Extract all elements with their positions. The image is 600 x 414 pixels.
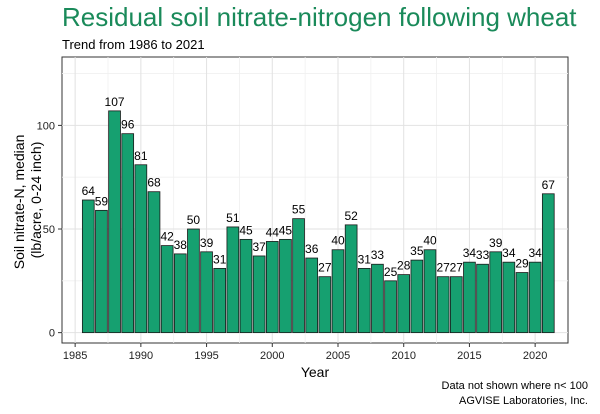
chart-title: Residual soil nitrate-nitrogen following… [62, 2, 577, 32]
data-label-2017: 39 [489, 236, 503, 250]
data-label-2011: 35 [410, 244, 424, 258]
bar-2015 [463, 261, 476, 334]
bar-1988 [108, 110, 121, 334]
y-tick-label: 100 [37, 120, 55, 132]
data-label-1990: 81 [134, 149, 148, 163]
footnote: Data not shown where n< 100 [441, 380, 588, 392]
bar-2014 [449, 276, 463, 334]
bar-2020 [528, 261, 542, 334]
data-label-2013: 27 [436, 261, 450, 275]
data-label-2008: 33 [371, 248, 385, 262]
bar-1986 [81, 199, 95, 334]
bar-2013 [436, 276, 450, 334]
bar-1996 [213, 267, 227, 334]
data-label-2009: 25 [384, 265, 398, 279]
data-label-1997: 51 [226, 211, 240, 225]
x-tick-label: 2015 [457, 350, 481, 362]
bar-2003 [305, 257, 319, 334]
bar-2016 [476, 263, 489, 334]
data-label-2019: 29 [515, 257, 529, 271]
data-label-2006: 52 [344, 209, 358, 223]
data-label-2021: 67 [542, 178, 556, 192]
bar-1997 [226, 226, 240, 334]
data-label-2020: 34 [528, 246, 542, 260]
data-label-2016: 33 [476, 248, 490, 262]
data-label-2007: 31 [358, 252, 372, 266]
bar-2005 [331, 249, 345, 334]
y-tick-label: 0 [49, 328, 55, 340]
data-label-1987: 59 [95, 194, 109, 208]
data-label-2018: 34 [502, 246, 516, 260]
x-axis-label: Year [301, 364, 330, 380]
chart-subtitle: Trend from 1986 to 2021 [62, 37, 205, 52]
data-label-2014: 27 [450, 261, 464, 275]
data-label-1986: 64 [82, 184, 96, 198]
bar-2019 [515, 272, 529, 334]
y-axis-label: Soil nitrate-N, median (lb/acre, 0-24 in… [11, 131, 44, 270]
data-label-1998: 45 [239, 223, 253, 237]
data-label-1996: 31 [213, 252, 227, 266]
bar-2021 [541, 193, 555, 334]
bar-1993 [173, 253, 187, 334]
data-label-2012: 40 [423, 234, 437, 248]
bar-2006 [344, 224, 358, 334]
data-label-1995: 39 [200, 236, 214, 250]
data-label-2001: 45 [279, 223, 293, 237]
bar-2009 [384, 280, 397, 334]
bar-2017 [489, 251, 503, 334]
bar-1999 [252, 255, 266, 334]
bar-2007 [357, 267, 371, 334]
bar-1992 [160, 245, 174, 334]
bar-2001 [279, 238, 292, 334]
data-label-1993: 38 [174, 238, 188, 252]
data-label-1988: 107 [105, 95, 125, 109]
y-axis-ticks: 0 50 100 [37, 120, 62, 340]
data-label-1991: 68 [147, 176, 161, 190]
bar-1987 [95, 209, 108, 334]
x-axis-ticks: 1985 1990 1995 2000 2005 2010 2015 2020 [63, 343, 547, 362]
data-label-1994: 50 [187, 213, 201, 227]
bar-1994 [187, 228, 200, 334]
data-label-2002: 55 [292, 203, 306, 217]
bar-2002 [292, 218, 305, 334]
x-tick-label: 1985 [63, 350, 87, 362]
bar-2000 [265, 241, 279, 334]
x-tick-label: 1990 [129, 350, 153, 362]
y-tick-label: 50 [43, 224, 55, 236]
bar-2010 [397, 274, 411, 334]
bar-1991 [147, 191, 161, 334]
data-label-2010: 28 [397, 259, 411, 273]
data-label-2000: 44 [266, 225, 280, 239]
bar-1989 [121, 133, 135, 334]
bars [81, 110, 555, 334]
bar-1998 [239, 238, 253, 334]
data-label-1992: 42 [160, 230, 174, 244]
data-label-2015: 34 [463, 246, 477, 260]
data-label-1989: 96 [121, 118, 135, 132]
bar-1995 [200, 251, 213, 334]
bar-2008 [371, 263, 384, 334]
x-tick-label: 2020 [523, 350, 547, 362]
bar-2018 [502, 261, 516, 334]
bar-2012 [423, 249, 437, 334]
x-tick-label: 2000 [260, 350, 284, 362]
data-label-1999: 37 [252, 240, 266, 254]
data-label-2004: 27 [318, 261, 332, 275]
y-axis-label-line2: (lb/acre, 0-24 inch) [28, 142, 44, 259]
x-tick-label: 1995 [194, 350, 218, 362]
data-label-2005: 40 [331, 234, 345, 248]
x-tick-label: 2005 [326, 350, 350, 362]
x-tick-label: 2010 [391, 350, 415, 362]
data-label-2003: 36 [305, 242, 319, 256]
bar-2004 [318, 276, 332, 334]
credit: AGVISE Laboratories, Inc. [458, 395, 588, 407]
y-axis-label-line1: Soil nitrate-N, median [11, 135, 27, 270]
bar-2011 [410, 259, 424, 334]
bar-1990 [134, 164, 148, 334]
